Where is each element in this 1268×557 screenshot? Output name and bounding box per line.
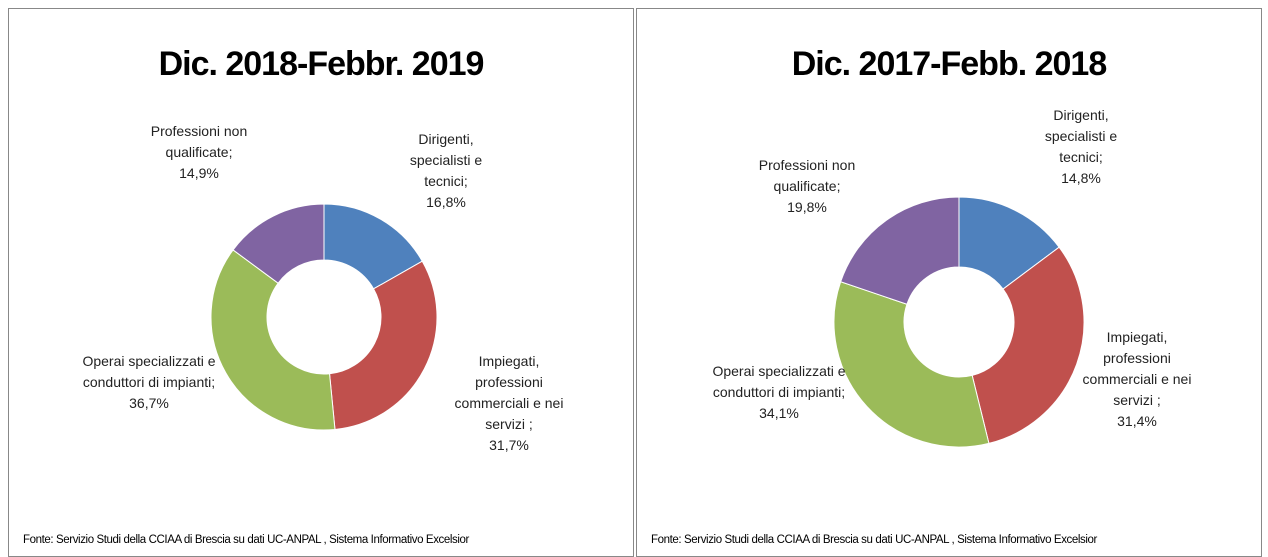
slice-value: 14,9% [179, 165, 219, 181]
chart-panel: Dic. 2018-Febbr. 2019 Dirigenti, speciali… [8, 8, 634, 557]
slice-label: Professioni non qualificate; 19,8% [747, 155, 867, 218]
slice-value: 16,8% [426, 194, 466, 210]
source-note: Fonte: Servizio Studi della CCIAA di Bre… [23, 534, 469, 546]
donut-slice [232, 203, 325, 284]
slice-category: Dirigenti, specialisti e tecnici; [1044, 107, 1118, 165]
slice-label: Impiegati, professioni commerciali e nei… [449, 351, 569, 456]
source-note: Fonte: Servizio Studi della CCIAA di Bre… [651, 534, 1097, 546]
slice-value: 34,1% [759, 405, 799, 421]
donut-slice [833, 281, 990, 448]
slice-value: 19,8% [787, 199, 827, 215]
slice-label: Professioni non qualificate; 14,9% [139, 121, 259, 184]
slice-category: Professioni non qualificate; [150, 123, 248, 160]
slice-value: 31,4% [1117, 413, 1157, 429]
slice-category: Operai specializzati e conduttori di imp… [712, 363, 846, 400]
slice-category: Operai specializzati e conduttori di imp… [82, 353, 216, 390]
slice-category: Dirigenti, specialisti e tecnici; [409, 131, 483, 189]
donut-chart [833, 196, 1085, 448]
chart-title: Dic. 2018-Febbr. 2019 [158, 45, 485, 83]
donut-slice [971, 246, 1085, 444]
slice-value: 36,7% [129, 395, 169, 411]
chart-title: Dic. 2017-Febb. 2018 [791, 45, 1108, 83]
slice-value: 14,8% [1061, 170, 1101, 186]
donut-slice [210, 249, 336, 431]
slice-label: Dirigenti, specialisti e tecnici; 14,8% [1031, 105, 1131, 189]
donut-slice [840, 196, 960, 305]
slice-label: Dirigenti, specialisti e tecnici; 16,8% [391, 129, 501, 213]
slice-value: 31,7% [489, 437, 529, 453]
slice-label: Operai specializzati e conduttori di imp… [709, 361, 849, 424]
slice-label: Operai specializzati e conduttori di imp… [79, 351, 219, 414]
slice-category: Impiegati, professioni commerciali e nei… [454, 353, 564, 432]
donut-slice [328, 260, 438, 431]
donut-chart [210, 203, 438, 431]
slice-category: Professioni non qualificate; [758, 157, 856, 194]
slice-label: Impiegati, professioni commerciali e nei… [1077, 327, 1197, 432]
chart-panel: Dic. 2017-Febb. 2018 Dirigenti, specialis… [636, 8, 1262, 557]
slice-category: Impiegati, professioni commerciali e nei… [1082, 329, 1192, 408]
